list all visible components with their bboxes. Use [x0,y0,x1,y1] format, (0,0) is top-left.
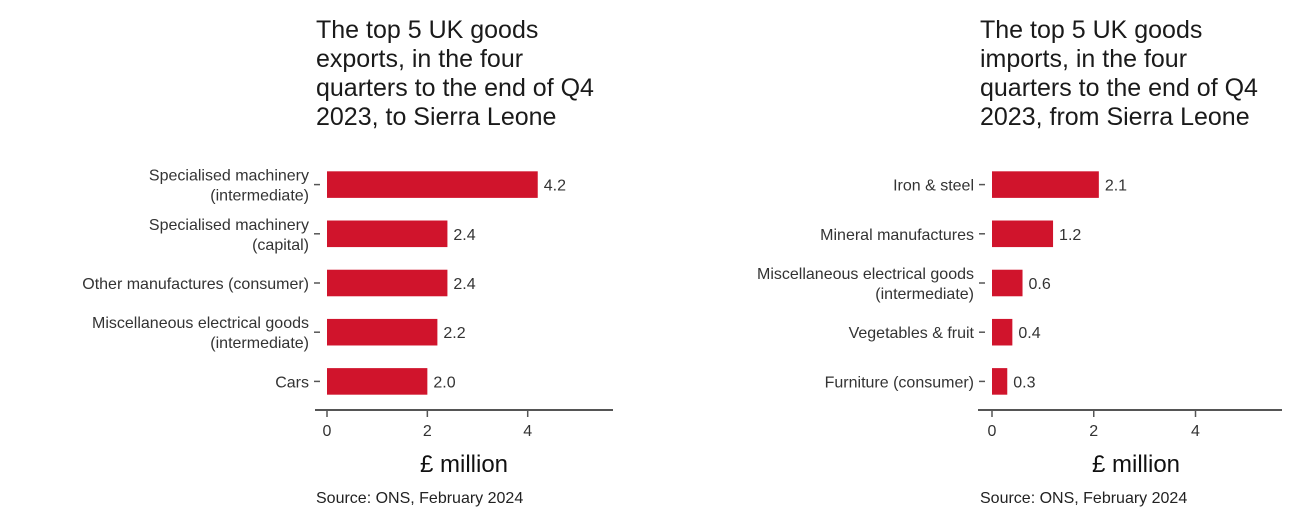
x-tick-label: 0 [988,423,997,440]
bar-value-label: 1.2 [1059,227,1081,244]
bar-value-label: 2.4 [453,276,475,293]
category-label: Miscellaneous electrical goods [92,315,309,332]
category-label: Miscellaneous electrical goods [757,266,974,283]
bar [992,368,1008,395]
category-label: Mineral manufactures [820,227,974,244]
category-label: Vegetables & fruit [849,325,975,342]
x-tick-label: 0 [323,423,332,440]
category-label: Cars [275,374,309,391]
bar-value-label: 0.3 [1013,374,1035,391]
x-tick-label: 4 [1191,423,1200,440]
category-label: Furniture (consumer) [825,374,974,391]
bar [327,318,438,346]
bar [327,269,448,297]
bar [992,269,1023,297]
x-tick-label: 2 [423,423,432,440]
bar-value-label: 4.2 [544,178,566,195]
bar-value-label: 0.4 [1018,325,1040,342]
bar-value-label: 0.6 [1029,276,1051,293]
x-axis-title: £ million [1092,451,1180,478]
bar [327,368,428,395]
chart-title: The top 5 UK goods imports, in the four … [980,16,1258,131]
category-label: Other manufactures (consumer) [82,276,309,293]
category-label: Specialised machinery [149,168,309,185]
bar-value-label: 2.4 [453,227,475,244]
category-label: Specialised machinery [149,217,309,234]
category-label: (intermediate) [210,188,309,205]
bar-value-label: 2.0 [433,374,455,391]
bar [327,220,448,248]
category-label: (capital) [252,237,309,254]
exports-bar-chart: £ million Source: ONS, February 2024 4.2… [82,168,613,507]
imports-bar-chart: £ million Source: ONS, February 2024 2.1… [757,171,1282,507]
bar [992,171,1099,198]
bar-value-label: 2.1 [1105,178,1127,195]
x-tick-label: 2 [1089,423,1098,440]
category-label: (intermediate) [875,286,974,303]
bar [327,171,538,198]
bar [992,220,1054,248]
bar [992,318,1013,346]
chart-title: The top 5 UK goods exports, in the four … [316,16,594,131]
source-note: Source: ONS, February 2024 [316,490,523,507]
category-label: Iron & steel [893,178,974,195]
source-note: Source: ONS, February 2024 [980,490,1187,507]
x-tick-label: 4 [523,423,532,440]
imports-chart-panel: The top 5 UK goods imports, in the four … [660,0,1315,512]
exports-chart-panel: The top 5 UK goods exports, in the four … [82,16,613,507]
x-axis-title: £ million [420,451,508,478]
bar-value-label: 2.2 [443,325,465,342]
category-label: (intermediate) [210,335,309,352]
